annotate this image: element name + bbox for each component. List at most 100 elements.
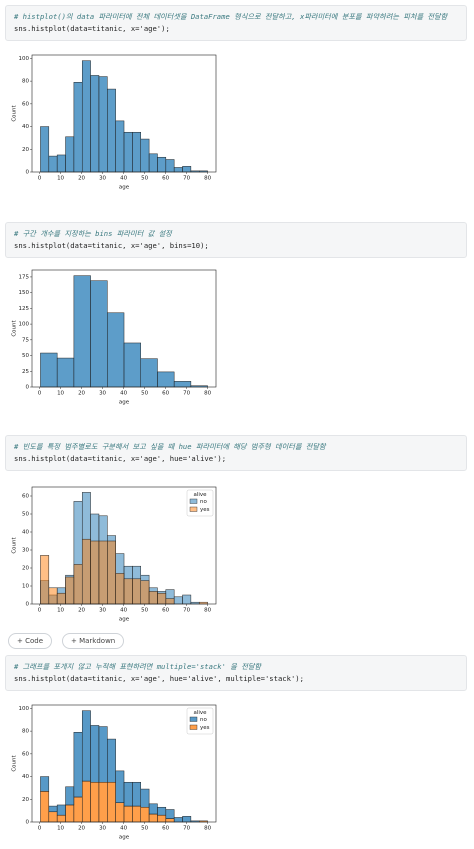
x-tick-label: 30: [99, 826, 106, 832]
y-tick-label: 0: [26, 170, 30, 176]
legend-swatch: [189, 716, 198, 722]
x-tick-label: 30: [99, 608, 106, 614]
histogram-bar: [40, 352, 58, 388]
x-tick-label: 40: [120, 391, 127, 397]
y-tick-label: 80: [22, 79, 29, 85]
histogram-bar: [56, 804, 66, 816]
histogram-bar: [182, 594, 192, 605]
plot-frame: [31, 704, 217, 823]
code-cell[interactable]: # 빈도를 특정 범주별로도 구분해서 보고 싶을 때 hue 파라미터에 해당…: [5, 435, 467, 471]
y-tick-label: 0: [26, 602, 30, 608]
histogram-bar: [107, 781, 116, 823]
code-line: sns.histplot(data=titanic, x='age', hue=…: [14, 674, 304, 683]
x-axis-label: age: [119, 617, 130, 623]
histogram-bar: [65, 786, 75, 806]
x-axis-label: age: [119, 835, 130, 841]
x-tick-label: 10: [57, 176, 64, 182]
histogram-bar: [157, 156, 167, 173]
histogram-bar: [81, 538, 91, 605]
histogram-bar: [56, 592, 66, 605]
code-line: sns.histplot(data=titanic, x='age', hue=…: [14, 454, 227, 463]
histogram-bar: [157, 592, 167, 605]
y-tick-label: 60: [22, 101, 29, 107]
x-tick-label: 80: [204, 826, 211, 832]
histogram-bar: [107, 312, 125, 388]
x-tick-label: 70: [183, 176, 190, 182]
y-tick-label: 60: [22, 751, 29, 757]
histogram-bar: [140, 580, 150, 605]
x-tick-label: 70: [183, 391, 190, 397]
legend-title: alive: [193, 710, 207, 716]
histogram-bar: [132, 781, 141, 807]
histogram-bar: [115, 120, 125, 173]
x-tick-label: 40: [120, 826, 127, 832]
y-tick-label: 30: [22, 548, 29, 554]
y-tick-label: 20: [22, 797, 29, 803]
histogram-bar: [165, 159, 175, 173]
y-tick-label: 10: [22, 584, 29, 590]
histogram-bar: [98, 76, 108, 173]
histogram-bar: [98, 726, 108, 783]
code-comment: # 그래프를 포개지 않고 누적해 표현하려면 multiple='stack'…: [14, 662, 262, 671]
histogram-bar: [56, 154, 66, 173]
histogram-bar: [148, 803, 158, 815]
x-tick-label: 50: [141, 608, 148, 614]
histogram-bar: [48, 811, 58, 823]
y-tick-label: 20: [22, 566, 29, 572]
x-axis-label: age: [119, 400, 130, 406]
y-tick-label: 100: [19, 56, 30, 62]
chart-output: 0 20 40 60 80 100 0 10 20 30 40 50 60 70 80 age Count: [8, 50, 223, 199]
histogram-bar: [81, 710, 91, 782]
histogram-bar: [65, 576, 75, 605]
histogram-bar: [40, 126, 50, 173]
legend-label: no: [200, 717, 207, 723]
y-tick-label: 50: [22, 512, 29, 518]
x-axis-label: age: [119, 185, 130, 191]
histogram-bar: [140, 138, 150, 173]
code-cell[interactable]: # 구간 개수를 지정하는 bins 파라미터 값 설정 sns.histplo…: [5, 222, 467, 258]
histogram-bar: [123, 342, 141, 388]
histogram-bar: [157, 814, 167, 823]
y-axis-label: Count: [12, 104, 18, 121]
code-comment: # 구간 개수를 지정하는 bins 파라미터 값 설정: [14, 229, 172, 238]
code-comment: # 빈도를 특정 범주별로도 구분해서 보고 싶을 때 hue 파라미터에 해당…: [14, 442, 326, 451]
x-tick-label: 0: [38, 826, 42, 832]
y-tick-label: 25: [22, 369, 29, 375]
histogram-bar: [123, 578, 133, 605]
legend-swatch: [189, 498, 198, 504]
histogram-bar: [90, 725, 100, 783]
histogram-bar: [148, 813, 158, 823]
chart-output: 0 10 20 30 40 50 60 0 10 20 30 40 50 60 70 80 age Count al…: [8, 482, 223, 631]
y-tick-label: 60: [22, 494, 29, 500]
y-tick-label: 75: [22, 337, 29, 343]
chart: 0 10 20 30 40 50 60 0 10 20 30 40 50 60 70 80 age Count al…: [12, 486, 217, 623]
legend-label: no: [200, 499, 207, 505]
histogram-bar: [115, 573, 125, 605]
code-cell[interactable]: # 그래프를 포개지 않고 누적해 표현하려면 multiple='stack'…: [5, 655, 467, 691]
histogram-bar: [65, 136, 75, 173]
x-tick-label: 30: [99, 176, 106, 182]
legend-label: yes: [200, 725, 210, 731]
x-tick-label: 20: [78, 391, 85, 397]
histogram-bar: [173, 817, 183, 823]
x-tick-label: 30: [99, 391, 106, 397]
code-cell[interactable]: # histplot()의 data 파라미터에 전체 데이터셋을 DataFr…: [5, 5, 467, 41]
histogram-bar: [132, 578, 141, 605]
histogram-bar: [140, 788, 150, 808]
x-tick-label: 60: [162, 176, 169, 182]
histogram-bar: [148, 153, 158, 173]
x-tick-label: 70: [183, 608, 190, 614]
y-axis-label: Count: [12, 319, 18, 336]
y-tick-label: 0: [26, 385, 30, 391]
add-code-button[interactable]: + Code: [8, 633, 53, 649]
histogram-bar: [123, 131, 133, 173]
histogram-bar: [165, 598, 175, 605]
x-tick-label: 10: [57, 826, 64, 832]
histogram-bar: [90, 781, 100, 823]
y-tick-label: 100: [19, 322, 30, 328]
code-line: sns.histplot(data=titanic, x='age');: [14, 24, 170, 33]
histogram-bar: [90, 280, 108, 388]
histogram-bar: [73, 564, 83, 605]
add-markdown-button[interactable]: + Markdown: [62, 633, 125, 649]
